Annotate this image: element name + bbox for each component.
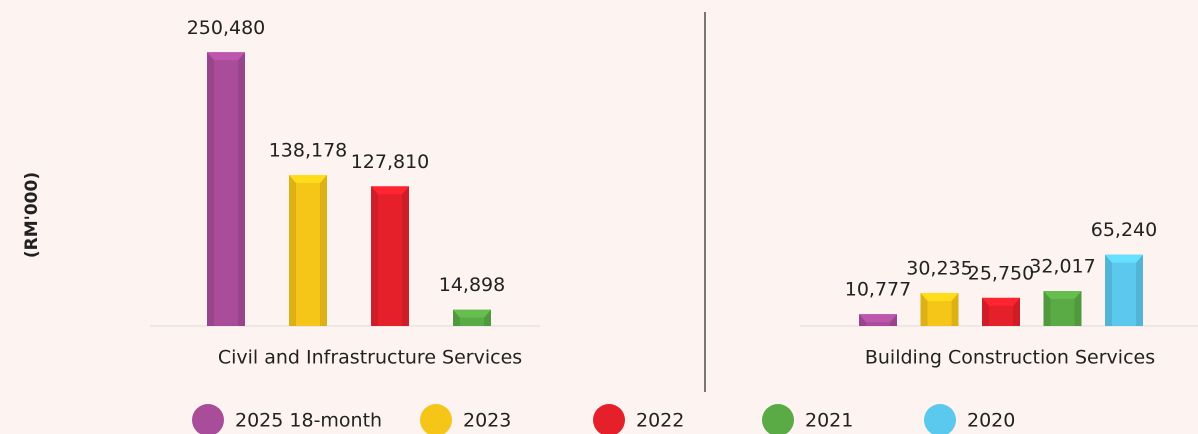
bar-cap (371, 186, 409, 195)
bar-cap (920, 292, 959, 301)
legend-swatch (192, 404, 224, 434)
bar-cap (859, 314, 897, 323)
bar-highlight (214, 60, 238, 327)
legend-label: 2025 18-month (235, 410, 382, 432)
data-label: 14,898 (439, 274, 505, 296)
data-label: 32,017 (1029, 256, 1095, 278)
data-label: 138,178 (269, 139, 348, 161)
data-label: 250,480 (187, 17, 266, 39)
bar-cap (207, 52, 245, 61)
bar-highlight (866, 322, 890, 326)
data-label: 65,240 (1091, 219, 1157, 241)
bar-highlight (1112, 262, 1136, 326)
bar-cap (1043, 291, 1082, 300)
legend-swatch (420, 404, 452, 434)
bar-highlight (460, 317, 484, 326)
bar-highlight (378, 194, 402, 326)
x-tick-label: Building Construction Services (865, 347, 1155, 369)
bar-highlight (1050, 299, 1075, 326)
legend-swatch (762, 404, 794, 434)
bar-highlight (927, 300, 952, 326)
legend-label: 2020 (967, 410, 1015, 432)
data-label: 127,810 (351, 151, 430, 173)
legend-label: 2021 (805, 410, 853, 432)
legend-swatch (924, 404, 956, 434)
data-label: 25,750 (968, 262, 1034, 284)
bar-cap (982, 297, 1020, 306)
bar-cap (289, 174, 327, 183)
bar-cap (1105, 254, 1143, 263)
legend-label: 2022 (636, 410, 684, 432)
bar-highlight (296, 182, 320, 326)
y-axis-label: (RM'000) (22, 172, 42, 258)
legend-swatch (593, 404, 625, 434)
data-label: 10,777 (845, 279, 911, 301)
bar-cap (453, 309, 491, 318)
legend-label: 2023 (463, 410, 511, 432)
data-label: 30,235 (906, 257, 972, 279)
bar-highlight (989, 305, 1013, 326)
x-tick-label: Civil and Infrastructure Services (218, 347, 522, 369)
